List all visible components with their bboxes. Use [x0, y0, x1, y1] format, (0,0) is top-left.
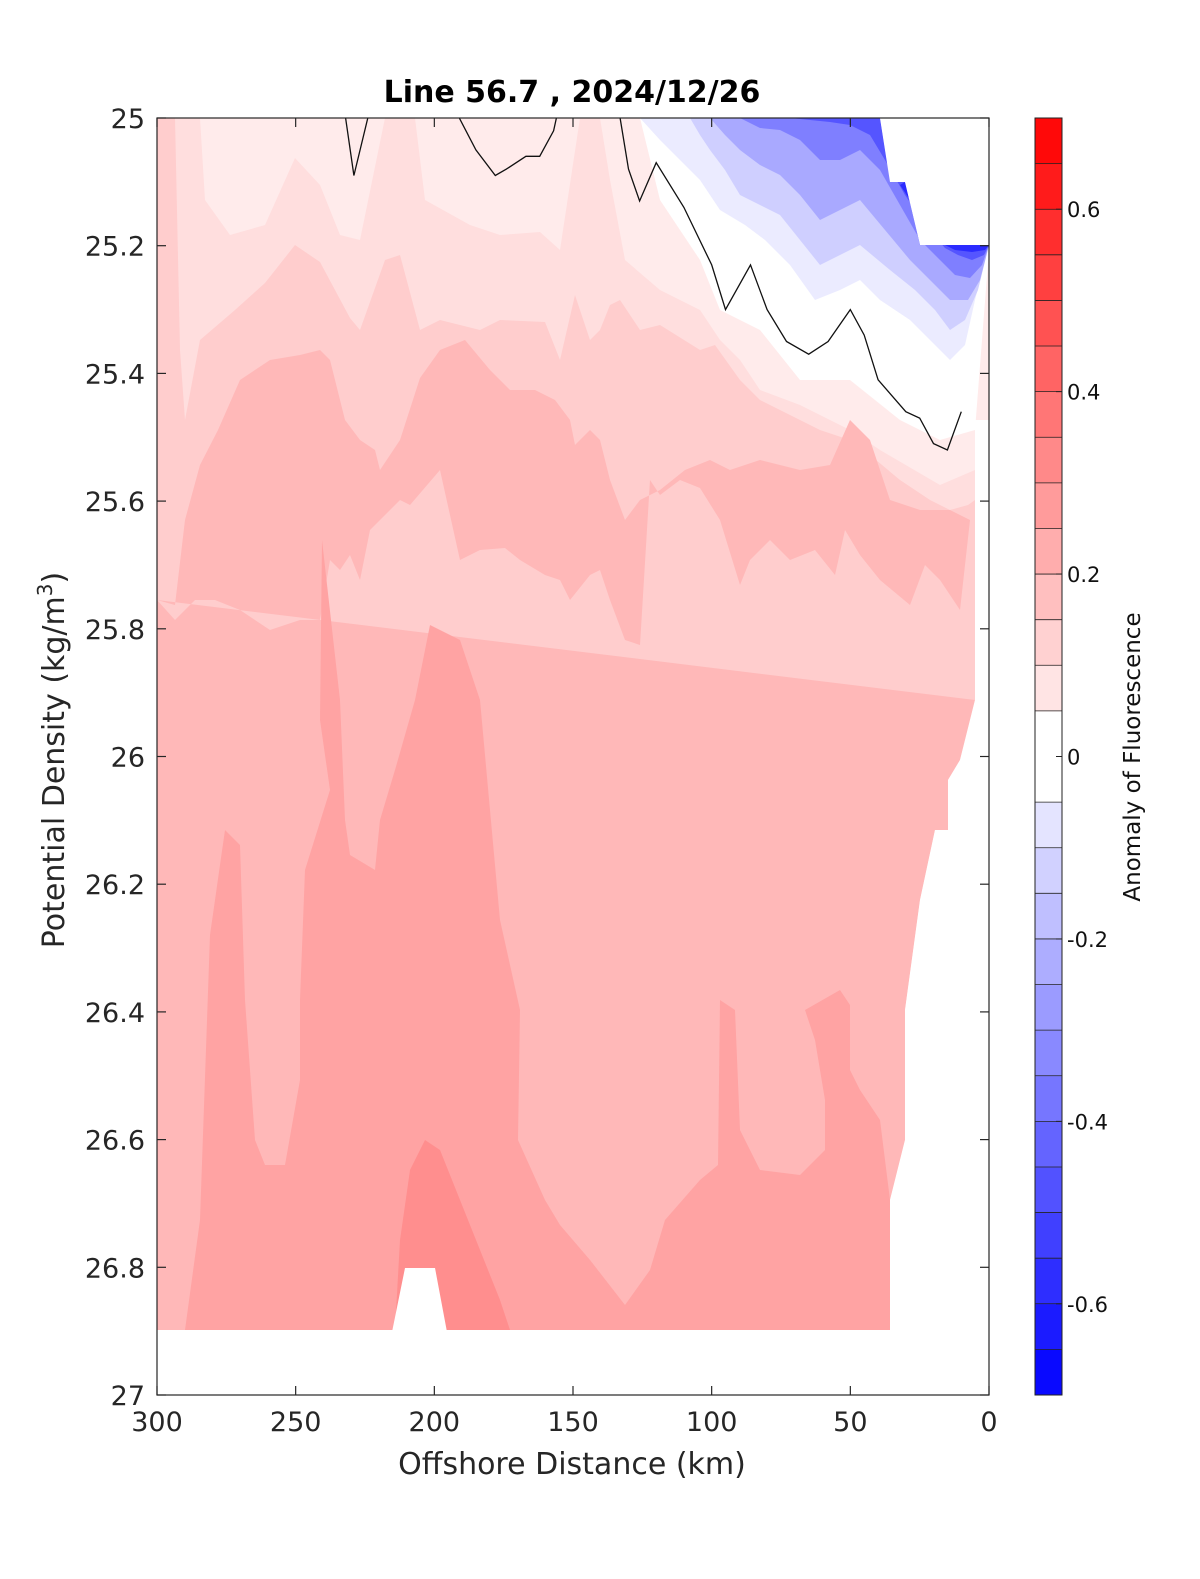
x-tick-label: 250 [270, 1407, 322, 1438]
colorbar-band [1035, 984, 1062, 1031]
zero-contour-line [619, 118, 962, 451]
y-tick-label: 25.2 [85, 232, 145, 263]
x-tick-label: 50 [833, 1407, 867, 1438]
colorbar-tick-label: 0.6 [1067, 198, 1100, 222]
colorbar-band [1035, 1121, 1062, 1168]
colorbar-tick-label: -0.2 [1067, 928, 1108, 952]
colorbar-band [1035, 300, 1062, 347]
colorbar-band [1035, 574, 1062, 621]
x-axis: 300 250 200 150 100 50 0 [131, 118, 998, 1438]
zero-contour-line [344, 118, 369, 176]
colorbar-band [1035, 1349, 1062, 1396]
colorbar-band [1035, 1166, 1062, 1214]
no-data-bottom [157, 1330, 989, 1395]
y-tick-label: 25.8 [85, 615, 145, 646]
colorbar-band [1035, 437, 1062, 484]
y-tick-label: 26.8 [85, 1253, 145, 1284]
colorbar-tick-label: 0.2 [1067, 563, 1100, 587]
zero-contour-line [458, 118, 558, 177]
y-axis-label-close: ) [37, 572, 72, 584]
colorbar-band [1035, 346, 1062, 393]
colorbar-tick-label: -0.4 [1067, 1110, 1108, 1134]
colorbar-tick-label: 0 [1067, 746, 1080, 770]
x-tick-label: 300 [131, 1407, 183, 1438]
x-axis-label: Offshore Distance (km) [398, 1447, 746, 1482]
colorbar-label: Anomaly of Fluorescence [1120, 612, 1146, 901]
colorbar-band [1035, 802, 1062, 849]
x-tick-label: 200 [409, 1407, 461, 1438]
colorbar-band [1035, 1212, 1062, 1259]
y-axis-label: Potential Density (kg/m3) [33, 572, 72, 948]
colorbar-band [1035, 1075, 1062, 1122]
colorbar-band [1035, 482, 1062, 529]
y-tick-label: 26.2 [85, 870, 145, 901]
contour-region-neg4 [740, 118, 989, 278]
y-tick-label: 26.4 [85, 998, 145, 1029]
contour-region-neg3 [710, 118, 989, 300]
chart-title: Line 56.7 , 2024/12/26 [384, 75, 761, 110]
no-data-right [890, 420, 989, 1330]
contour-region-025b [220, 615, 230, 660]
colorbar-band [1035, 665, 1062, 712]
y-axis-label-main: Potential Density (kg/m [37, 596, 72, 948]
colorbar-band [1035, 847, 1062, 894]
no-data-notch [392, 1268, 447, 1332]
y-tick-label: 26 [111, 743, 145, 774]
y-tick-label: 25.4 [85, 359, 145, 390]
y-tick-label: 25.6 [85, 487, 145, 518]
contour-fills [157, 118, 989, 1395]
y-axis: 25 25.2 25.4 25.6 25.8 26 26.2 26.4 26.6 26.8 27 [85, 104, 989, 1412]
colorbar-band [1035, 1030, 1062, 1077]
colorbar-band [1035, 391, 1062, 438]
x-tick-label: 0 [980, 1407, 997, 1438]
colorbar-tick-label: 0.4 [1067, 381, 1100, 405]
no-data-top-right [880, 118, 989, 245]
zero-contour-lines [344, 118, 962, 451]
colorbar-band [1035, 893, 1062, 940]
contour-region-025c [236, 560, 243, 590]
y-tick-label: 25 [111, 104, 145, 135]
contour-region-030 [395, 1140, 510, 1330]
y-tick-label: 26.6 [85, 1126, 145, 1157]
colorbar: -0.6 -0.4 -0.2 0 0.2 0.4 0.6 [1034, 117, 1108, 1396]
x-tick-label: 100 [686, 1407, 738, 1438]
colorbar-band [1035, 209, 1062, 256]
colorbar-band [1035, 254, 1062, 301]
colorbar-band [1035, 1303, 1062, 1350]
colorbar-band [1035, 1258, 1062, 1305]
x-tick-label: 150 [547, 1407, 599, 1438]
contour-region-025 [185, 540, 890, 1330]
colorbar-band [1035, 118, 1062, 165]
colorbar-band [1035, 938, 1062, 986]
y-tick-label: 27 [111, 1381, 145, 1412]
contour-region-neg2 [690, 118, 989, 330]
colorbar-band [1035, 528, 1062, 575]
colorbar-band [1035, 163, 1062, 210]
colorbar-band [1035, 619, 1062, 666]
colorbar-tick-label: -0.6 [1067, 1293, 1108, 1317]
y-axis-label-sup: 3 [33, 583, 57, 596]
